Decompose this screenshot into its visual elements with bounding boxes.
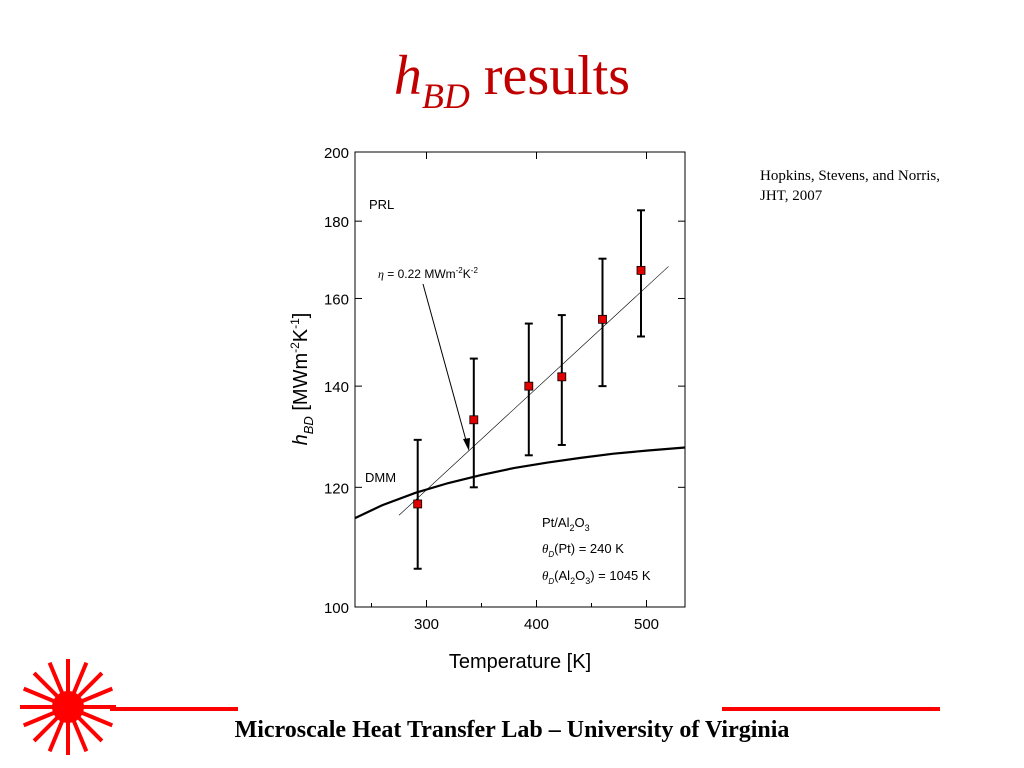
- prl-label: PRL: [369, 197, 394, 212]
- theta-pt-label: θD(Pt) = 240 K: [542, 541, 624, 559]
- data-point: [413, 499, 423, 509]
- y-tick-label: 160: [324, 291, 349, 308]
- eta-arrow: [422, 283, 468, 445]
- data-point: [469, 415, 479, 425]
- citation: Hopkins, Stevens, and Norris, JHT, 2007: [760, 166, 990, 206]
- dmm-curve: [354, 446, 686, 520]
- footer-text: Microscale Heat Transfer Lab – Universit…: [234, 717, 790, 743]
- y-tick-label: 200: [324, 145, 349, 162]
- hbd-chart: 300 400 500 100 120 140 160 180 200 PRL DMM η = …: [288, 145, 686, 673]
- x-tick-label: 300: [414, 616, 439, 633]
- logo-core: [52, 691, 84, 723]
- eta-annotation: η = 0.22 MWm-2K-2: [378, 266, 478, 281]
- y-tick-label: 180: [324, 214, 349, 231]
- y-tick-label: 100: [324, 600, 349, 617]
- eta-arrowhead: [463, 438, 470, 451]
- footer-rule-right: [722, 707, 940, 711]
- sunburst-logo-icon: [20, 659, 116, 755]
- footer-rule-left: [110, 707, 238, 711]
- plot-layer: 300 400 500 100 120 140 160 180 200: [324, 145, 686, 633]
- title-symbol: h: [393, 45, 422, 107]
- y-tick-label: 120: [324, 480, 349, 497]
- data-point: [524, 381, 534, 391]
- x-tick-label: 500: [634, 616, 659, 633]
- title-text: results: [469, 45, 631, 107]
- citation-line-2: JHT, 2007: [760, 188, 823, 204]
- plot-frame: [354, 151, 686, 608]
- fit-line: [398, 266, 669, 516]
- slide-title: hBD results: [0, 48, 1024, 114]
- data-point: [598, 314, 607, 324]
- data-point: [557, 372, 567, 382]
- x-axis-label: Temperature [K]: [449, 651, 591, 673]
- y-tick-label: 140: [324, 379, 349, 396]
- x-tick-label: 400: [524, 616, 549, 633]
- data-point: [636, 265, 646, 275]
- dmm-label: DMM: [365, 470, 396, 485]
- material-label: Pt/Al2O3: [542, 515, 590, 533]
- citation-line-1: Hopkins, Stevens, and Norris,: [760, 168, 940, 184]
- title-subscript: BD: [421, 76, 470, 116]
- theta-al-label: θD(Al2O3) = 1045 K: [542, 568, 651, 586]
- y-axis-label: hBD [MWm-2K-1]: [288, 313, 316, 446]
